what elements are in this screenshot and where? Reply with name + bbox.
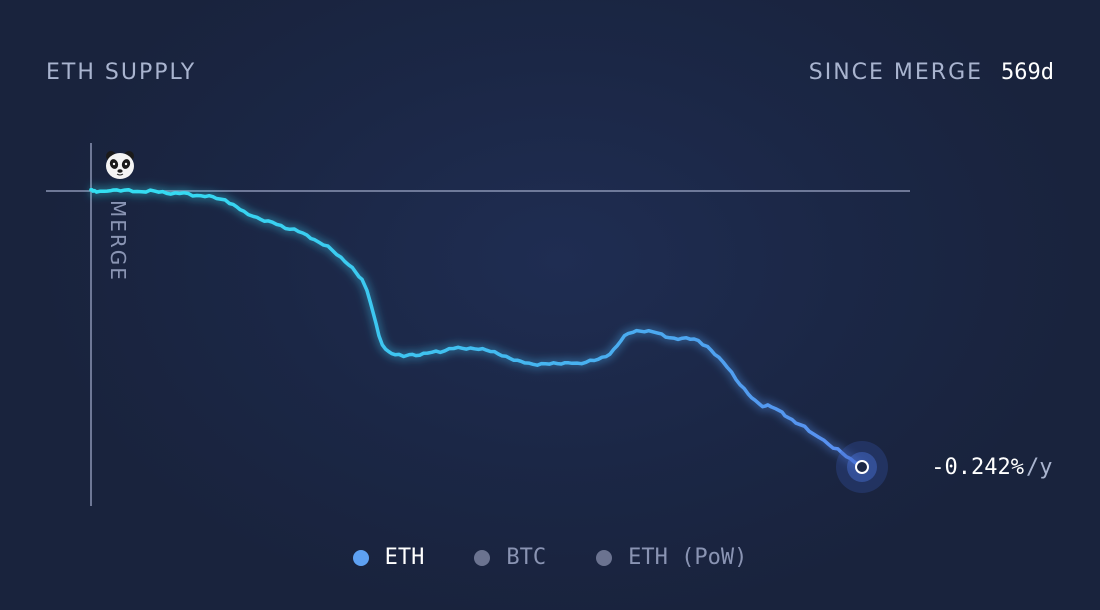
since-merge-value: 569d <box>1001 60 1054 85</box>
legend-label-btc: BTC <box>506 545 547 570</box>
legend-item-eth-pow[interactable]: ETH (PoW) <box>596 545 747 570</box>
legend-dot-eth-pow <box>596 549 613 566</box>
chart-title: ETH SUPPLY <box>46 60 197 85</box>
legend-item-eth[interactable]: ETH <box>352 545 425 570</box>
eth-series-line <box>89 187 864 469</box>
legend-dot-btc <box>474 549 491 566</box>
legend-dot-eth <box>352 549 369 566</box>
panda-icon <box>106 151 134 179</box>
eth-series-glow <box>88 184 866 471</box>
since-merge: SINCE MERGE 569d <box>809 60 1054 85</box>
legend: ETH BTC ETH (PoW) <box>0 545 1100 570</box>
legend-label-eth: ETH <box>384 545 425 570</box>
current-point-icon <box>836 441 888 493</box>
current-rate-unit: /y <box>1026 455 1053 480</box>
legend-item-btc[interactable]: BTC <box>474 545 546 570</box>
legend-label-eth-pow: ETH (PoW) <box>628 545 748 570</box>
current-rate-value: -0.242% <box>931 455 1024 480</box>
merge-label: MERGE <box>106 200 130 282</box>
since-merge-label: SINCE MERGE <box>808 60 984 85</box>
